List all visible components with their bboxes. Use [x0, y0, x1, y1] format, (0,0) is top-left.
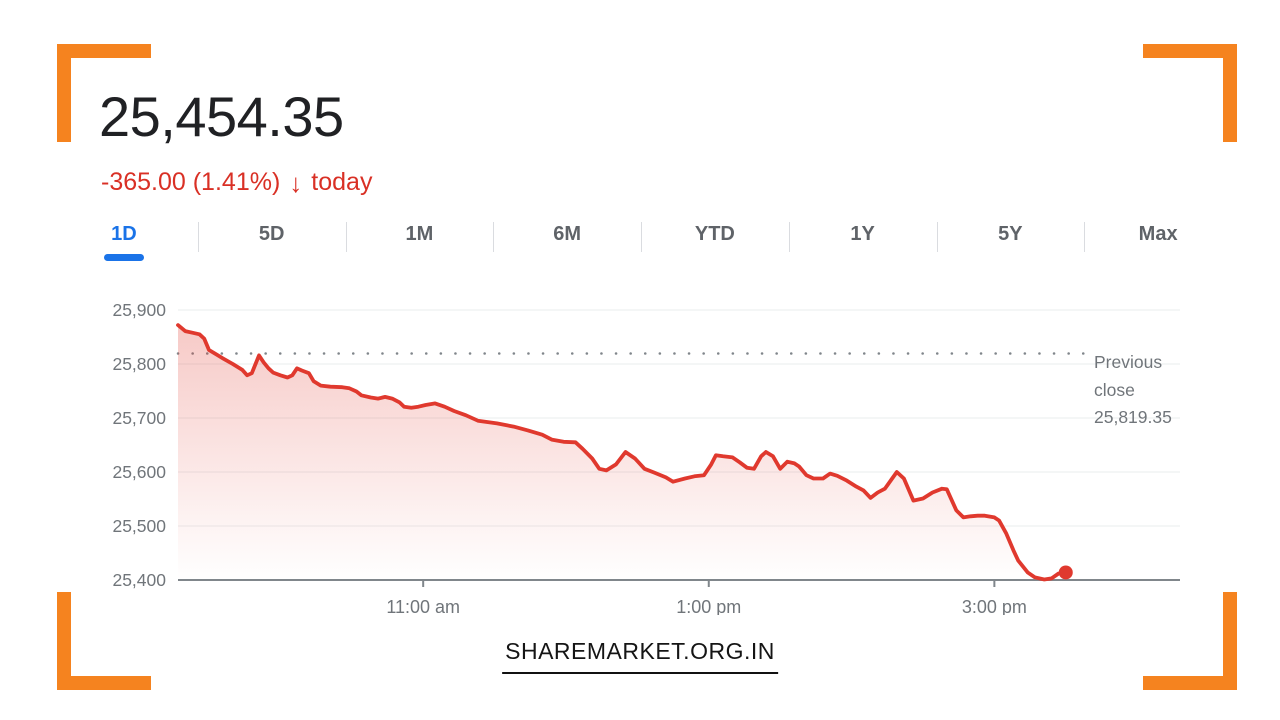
tab-max[interactable]: Max	[1084, 221, 1232, 261]
tab-label: YTD	[694, 223, 735, 245]
y-axis-label: 25,800	[112, 354, 166, 374]
price-change-row: -365.00 (1.41%) ↓ today	[101, 168, 372, 197]
x-axis-label: 1:00 pm	[676, 597, 741, 615]
previous-close-annotation: Previous close 25,819.35	[1094, 349, 1190, 432]
price-chart[interactable]: 25,400 25,500 25,600 25,700 25,800 25,900 11:0…	[100, 300, 1190, 615]
y-axis-label: 25,600	[112, 462, 166, 482]
y-axis-label: 25,700	[112, 408, 166, 428]
corner-bracket-bottom-left	[57, 592, 151, 690]
active-tab-indicator	[103, 254, 144, 261]
corner-bracket-top-left	[57, 44, 151, 142]
tab-label: 1D	[111, 223, 137, 245]
price-change-value: -365.00 (1.41%)	[101, 168, 281, 196]
corner-bracket-top-right	[1143, 44, 1237, 142]
x-axis-label: 11:00 am	[386, 597, 460, 615]
last-price-dot	[1058, 565, 1073, 580]
area-fill	[178, 325, 1066, 580]
y-axis-label: 25,900	[112, 300, 166, 320]
watermark: SHAREMARKET.ORG.IN	[502, 638, 778, 674]
tab-label: 6M	[553, 223, 582, 245]
tab-5d[interactable]: 5D	[197, 221, 346, 261]
tab-5y[interactable]: 5Y	[936, 221, 1085, 261]
tab-label: 5Y	[998, 223, 1023, 245]
tab-label: 1Y	[850, 223, 875, 245]
tab-ytd[interactable]: YTD	[641, 221, 789, 261]
tab-label: 5D	[258, 223, 285, 245]
x-axis-label: 3:00 pm	[962, 597, 1027, 615]
tab-1m[interactable]: 1M	[345, 221, 494, 261]
previous-close-value: 25,819.35	[1094, 407, 1172, 427]
corner-bracket-bottom-right	[1143, 592, 1237, 690]
y-axis-label: 25,500	[112, 516, 166, 536]
tab-6m[interactable]: 6M	[493, 221, 641, 261]
tab-1d[interactable]: 1D	[50, 221, 198, 261]
y-axis-label: 25,400	[112, 570, 166, 590]
previous-close-label-1: Previous	[1094, 352, 1163, 372]
previous-close-label-2: close	[1094, 379, 1135, 400]
current-price: 25,454.35	[99, 85, 344, 148]
price-line	[176, 323, 1068, 582]
tab-label: 1M	[405, 223, 434, 245]
arrow-down-icon: ↓	[289, 167, 303, 198]
range-tabs: 1D 5D 1M 6M YTD 1Y 5Y Max	[50, 221, 1232, 261]
tab-1y[interactable]: 1Y	[788, 221, 937, 261]
price-change-suffix: today	[311, 168, 373, 196]
tab-label: Max	[1138, 223, 1178, 245]
